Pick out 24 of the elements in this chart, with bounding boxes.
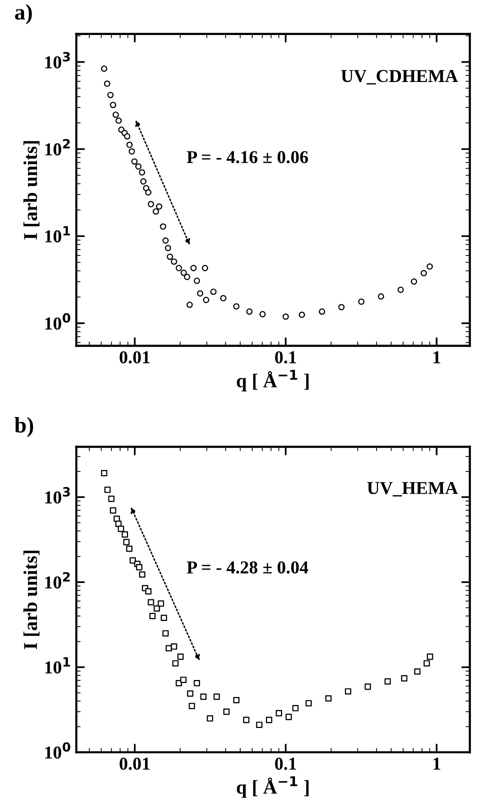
x-tick-label: 0.01 bbox=[120, 351, 150, 364]
annotation: P = - 4.16 ± 0.06 bbox=[186, 151, 308, 164]
y-tick-label: 10$^{1}$ bbox=[45, 657, 70, 674]
y-tick-label: 10$^{0}$ bbox=[45, 313, 70, 330]
x-axis-title: q [ Å$^{−1}$ ] bbox=[236, 776, 309, 798]
y-tick-label: 10$^{3}$ bbox=[45, 487, 70, 504]
x-tick-label: 1 bbox=[434, 351, 440, 364]
y-tick-label: 10$^{0}$ bbox=[45, 742, 70, 759]
x-tick-label: 0.1 bbox=[275, 351, 296, 364]
y-tick-label: 10$^{1}$ bbox=[45, 226, 70, 242]
annotation: UV_CDHEMA bbox=[341, 70, 458, 84]
chart-title: a) bbox=[15, 4, 32, 24]
x-axis-title: q [ Å$^{−1}$ ] bbox=[236, 370, 309, 392]
y-tick-label: 10$^{2}$ bbox=[45, 572, 70, 589]
y-axis-title: I [arb units] bbox=[23, 550, 40, 650]
x-tick-label: 1 bbox=[434, 758, 440, 770]
y-axis-title: I [arb units] bbox=[23, 141, 40, 240]
y-tick-label: 10$^{3}$ bbox=[45, 52, 70, 68]
x-tick-label: 0.01 bbox=[120, 758, 150, 770]
chart-title: b) bbox=[14, 416, 34, 438]
y-tick-label: 10$^{2}$ bbox=[45, 139, 70, 156]
x-tick-label: 0.1 bbox=[275, 758, 296, 770]
annotation: UV_HEMA bbox=[367, 482, 458, 496]
annotation: P = - 4.28 ± 0.04 bbox=[186, 561, 308, 574]
